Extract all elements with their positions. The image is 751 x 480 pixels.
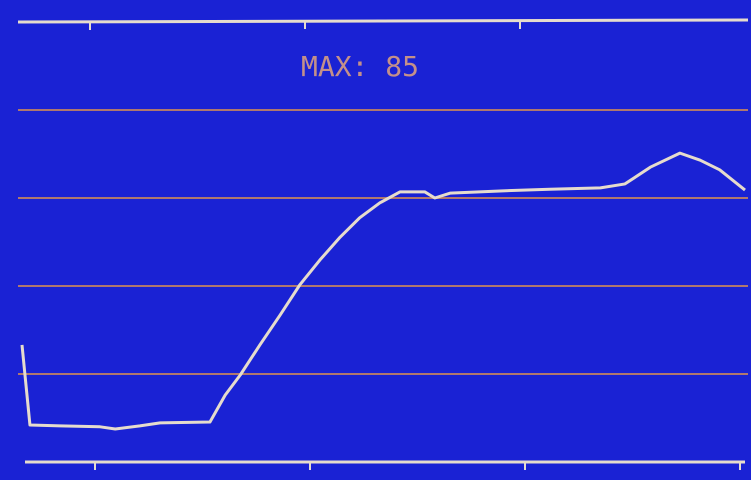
chart: MAX: 85 — [0, 0, 751, 480]
page: {"chart_data": {"type": "line", "title":… — [0, 0, 751, 480]
chart-title: MAX: 85 — [301, 50, 419, 83]
frame-top — [18, 20, 748, 22]
